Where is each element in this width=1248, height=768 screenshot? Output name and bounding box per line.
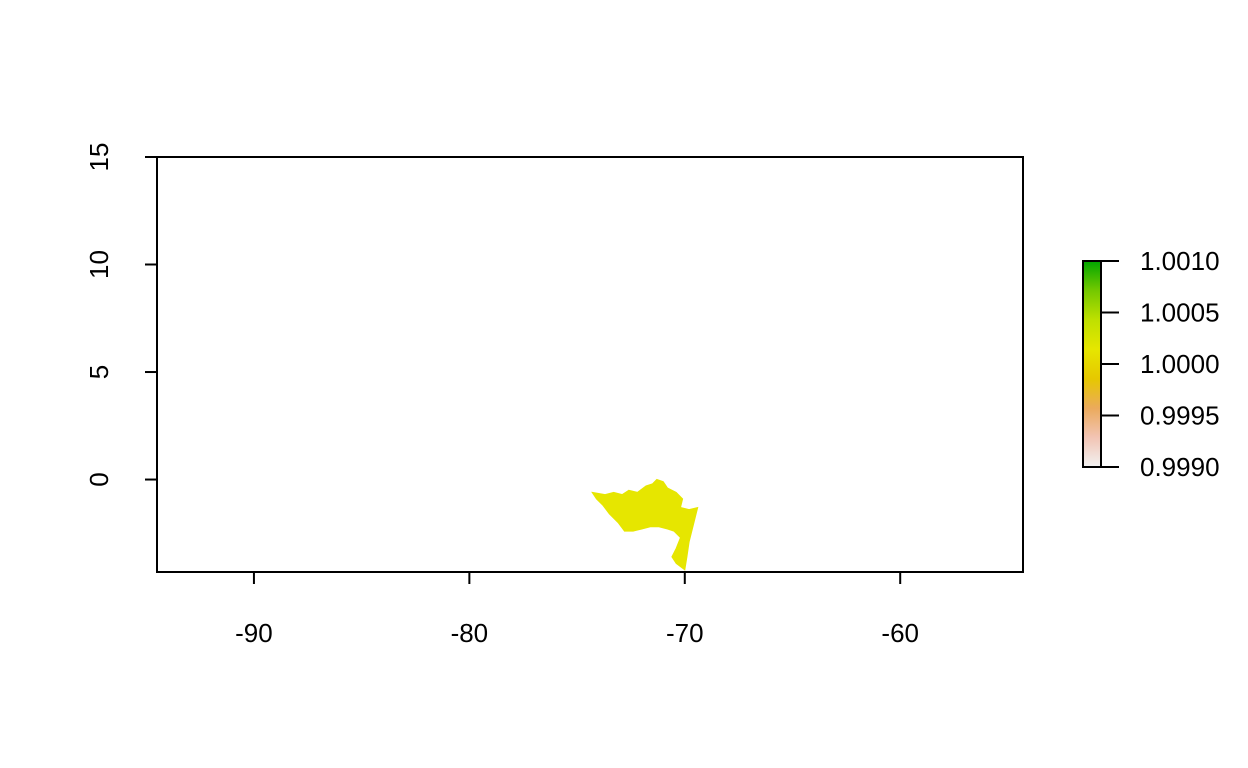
y-tick-label: 0 bbox=[84, 472, 114, 486]
y-axis: 0 5 10 15 bbox=[84, 143, 158, 487]
legend-tick-label: 1.0000 bbox=[1140, 349, 1220, 379]
legend-tick-label: 1.0010 bbox=[1140, 246, 1220, 276]
x-tick-label: -80 bbox=[451, 618, 489, 648]
x-tick-label: -90 bbox=[235, 618, 273, 648]
x-tick-label: -70 bbox=[666, 618, 704, 648]
legend-tick-label: 0.9995 bbox=[1140, 401, 1220, 431]
legend-tick-label: 0.9990 bbox=[1140, 452, 1220, 482]
y-tick-label: 10 bbox=[84, 250, 114, 279]
plot-frame bbox=[156, 156, 1024, 573]
x-tick-label: -60 bbox=[881, 618, 919, 648]
x-axis: -90 -80 -70 -60 bbox=[235, 571, 919, 648]
region-polygon bbox=[591, 478, 699, 571]
y-tick-label: 15 bbox=[84, 143, 114, 172]
color-legend: 1.0010 1.0005 1.0000 0.9995 0.9990 bbox=[1082, 246, 1220, 482]
region-layer bbox=[591, 478, 699, 571]
y-tick-label: 5 bbox=[84, 365, 114, 379]
legend-color-bar bbox=[1082, 260, 1102, 468]
legend-tick-label: 1.0005 bbox=[1140, 298, 1220, 328]
